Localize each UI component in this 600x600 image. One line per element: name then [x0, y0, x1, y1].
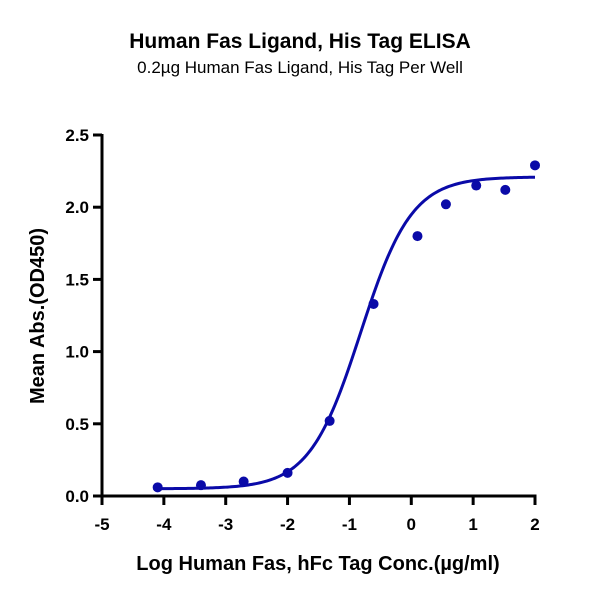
fit-curve	[157, 175, 536, 491]
data-points	[152, 160, 540, 493]
y-tick-label: 1.0	[65, 343, 89, 362]
axes: 0.0 0.5 1.0 1.5 2.0 2.5 -5 -4 -3 -2 -1 0 1 2	[65, 126, 539, 534]
x-axis-label: Log Human Fas, hFc Tag Conc.(µg/ml)	[136, 553, 499, 575]
x-tick-label: -3	[218, 515, 233, 534]
data-point	[368, 298, 379, 309]
chart-subtitle: 0.2µg Human Fas Ligand, His Tag Per Well	[137, 58, 463, 77]
y-tick-label: 0.0	[65, 487, 89, 506]
y-tick-label: 2.0	[65, 198, 89, 217]
data-point	[412, 231, 423, 242]
x-tick-label: -1	[342, 515, 357, 534]
y-axis-label: Mean Abs.(OD450)	[27, 228, 49, 404]
data-point	[530, 160, 540, 171]
data-point	[282, 467, 293, 478]
data-point	[238, 476, 249, 487]
chart-title: Human Fas Ligand, His Tag ELISA	[129, 30, 471, 53]
data-point	[471, 180, 482, 191]
y-tick-label: 0.5	[65, 415, 89, 434]
data-point	[440, 199, 451, 210]
x-tick-label: -5	[94, 515, 109, 534]
y-tick-label: 2.5	[65, 126, 89, 145]
x-tick-label: -4	[156, 515, 172, 534]
data-point	[152, 482, 163, 493]
data-point	[324, 415, 335, 426]
data-point	[195, 480, 206, 491]
x-tick-label: 2	[530, 515, 539, 534]
x-tick-label: 1	[468, 515, 477, 534]
x-tick-label: -2	[280, 515, 295, 534]
data-point	[500, 184, 511, 195]
y-tick-label: 1.5	[65, 270, 89, 289]
x-tick-label: 0	[407, 515, 416, 534]
